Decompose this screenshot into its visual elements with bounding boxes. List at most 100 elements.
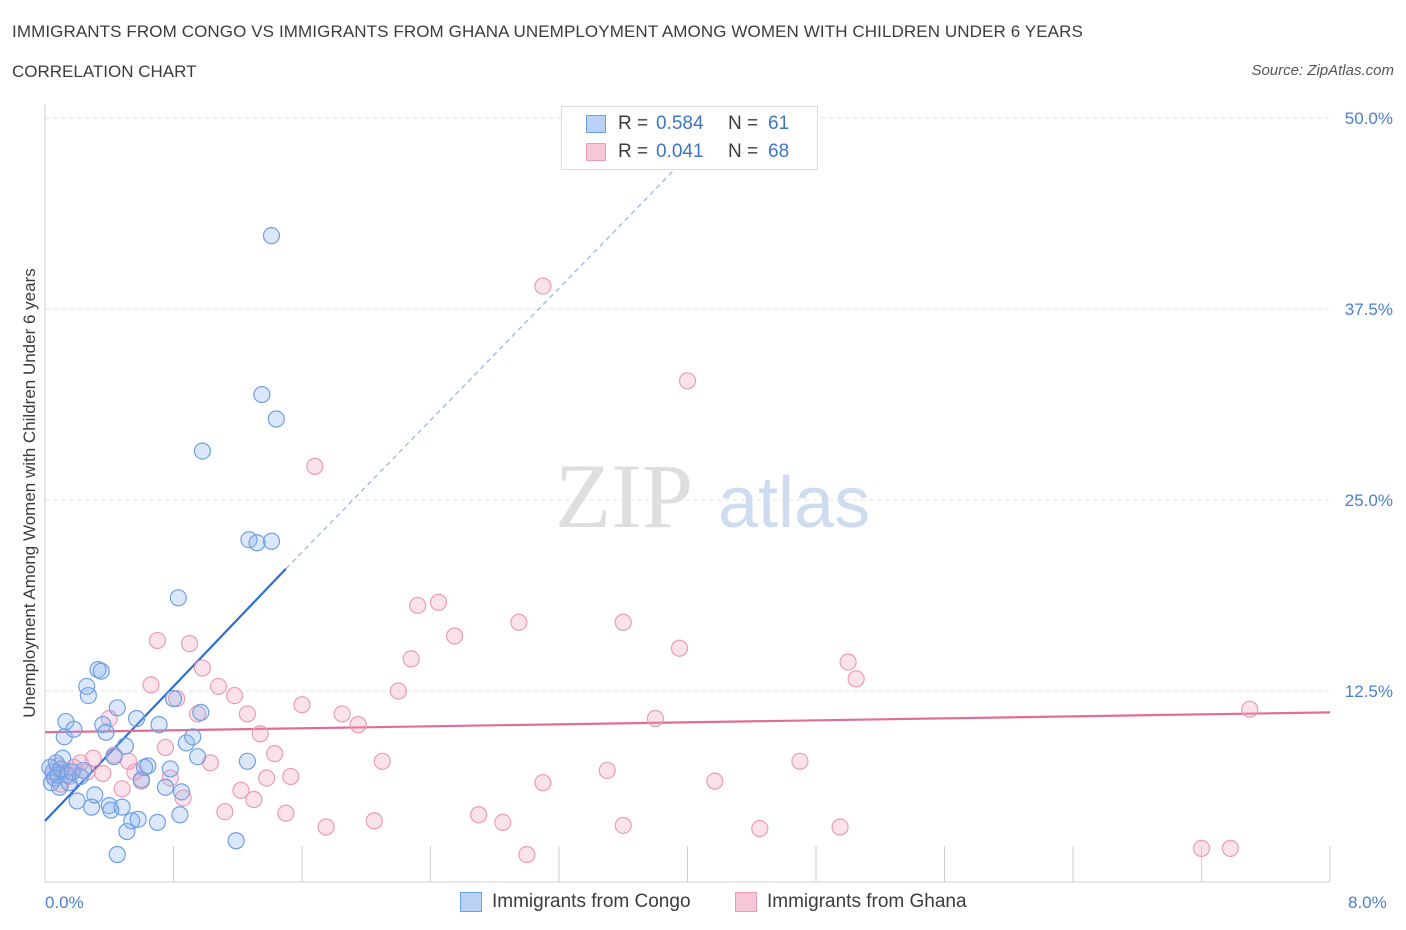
ghana-point bbox=[510, 613, 528, 631]
grid-lines bbox=[45, 117, 1330, 692]
x-ticks bbox=[173, 846, 1331, 882]
congo-point bbox=[97, 723, 115, 741]
congo-point bbox=[116, 737, 134, 755]
congo-point bbox=[169, 589, 187, 607]
ghana-point bbox=[831, 818, 849, 836]
congo-point bbox=[253, 385, 271, 404]
ghana-point bbox=[238, 705, 256, 723]
ghana-point bbox=[142, 676, 160, 694]
ghana-point bbox=[174, 789, 192, 807]
congo-point bbox=[108, 845, 126, 864]
congo-point bbox=[129, 810, 147, 828]
ghana-point bbox=[94, 764, 112, 783]
congo-points bbox=[41, 227, 285, 864]
ghana-point bbox=[180, 635, 199, 653]
congo-point bbox=[113, 798, 131, 816]
r-label: R = bbox=[618, 141, 649, 162]
ghana-point bbox=[317, 818, 335, 836]
source-note: Source: ZipAtlas.com bbox=[1251, 62, 1394, 79]
n-label: N = bbox=[728, 113, 759, 134]
y-tick-label: 25.0% bbox=[1345, 491, 1393, 510]
congo-point bbox=[65, 720, 83, 738]
ghana-point bbox=[670, 639, 689, 657]
ghana-point bbox=[1241, 700, 1259, 718]
ghana-point bbox=[333, 705, 351, 723]
ghana-point bbox=[614, 816, 632, 835]
ghana-point bbox=[373, 752, 391, 770]
ghana-point bbox=[306, 457, 324, 475]
congo-legend-swatch bbox=[460, 892, 482, 912]
ghana-point bbox=[193, 659, 212, 677]
ghana-legend-label: Immigrants from Ghana bbox=[767, 891, 967, 912]
ghana-point bbox=[402, 650, 420, 668]
congo-legend-label: Immigrants from Congo bbox=[492, 891, 691, 912]
congo-point bbox=[105, 748, 123, 766]
ghana-point bbox=[209, 677, 228, 696]
congo-trend-extension bbox=[285, 155, 688, 570]
ghana-point bbox=[1221, 839, 1240, 857]
ghana-point bbox=[1192, 839, 1211, 857]
watermark-zip: ZIP bbox=[555, 445, 693, 547]
ghana-point bbox=[258, 769, 276, 787]
ghana-point bbox=[225, 686, 244, 705]
ghana-point bbox=[429, 593, 448, 611]
ghana-point bbox=[791, 752, 809, 770]
congo-point bbox=[52, 760, 70, 778]
r-value: 0.041 bbox=[656, 141, 704, 162]
y-tick-label: 37.5% bbox=[1345, 300, 1393, 319]
congo-point bbox=[177, 734, 195, 752]
ghana-legend-swatch bbox=[735, 892, 757, 912]
ghana-point bbox=[282, 767, 300, 786]
legend-row-congo: R = 0.584 N = 61 bbox=[586, 111, 789, 137]
congo-point bbox=[102, 801, 120, 819]
congo-point bbox=[192, 703, 210, 721]
ghana-point bbox=[293, 696, 311, 714]
congo-point bbox=[139, 757, 157, 775]
ghana-point bbox=[277, 804, 295, 822]
ghana-point bbox=[445, 627, 464, 645]
correlation-legend: R = 0.584 N = 61 R = 0.041 N = 68 bbox=[561, 106, 818, 170]
chart-title: IMMIGRANTS FROM CONGO VS IMMIGRANTS FROM… bbox=[12, 22, 1083, 41]
n-value: 61 bbox=[768, 113, 790, 134]
congo-point bbox=[171, 806, 189, 824]
congo-point bbox=[238, 752, 256, 770]
congo-swatch bbox=[586, 115, 606, 133]
ghana-point bbox=[251, 725, 269, 743]
n-value: 68 bbox=[768, 141, 790, 162]
y-tick-labels: 12.5% 25.0% 37.5% 50.0% bbox=[1345, 109, 1393, 701]
ghana-points bbox=[44, 277, 1259, 864]
congo-point bbox=[118, 822, 136, 841]
ghana-point bbox=[839, 653, 857, 671]
ghana-point bbox=[534, 277, 552, 295]
n-label: N = bbox=[728, 141, 759, 162]
congo-point bbox=[161, 760, 179, 778]
y-tick-label: 50.0% bbox=[1345, 109, 1393, 128]
congo-point bbox=[50, 778, 69, 796]
ghana-point bbox=[349, 716, 367, 734]
ghana-point bbox=[148, 631, 167, 650]
congo-point bbox=[68, 792, 86, 810]
ghana-point bbox=[232, 781, 250, 799]
ghana-point bbox=[614, 613, 632, 631]
congo-point bbox=[262, 532, 281, 550]
ghana-point bbox=[389, 682, 407, 700]
ghana-point bbox=[470, 806, 488, 824]
legend-row-ghana: R = 0.041 N = 68 bbox=[586, 139, 789, 165]
congo-point bbox=[193, 442, 212, 460]
ghana-trend-line bbox=[44, 711, 1331, 734]
congo-point bbox=[54, 749, 72, 767]
ghana-point bbox=[494, 813, 512, 832]
ghana-swatch bbox=[586, 143, 606, 161]
congo-point bbox=[86, 786, 104, 804]
congo-point bbox=[227, 832, 245, 850]
ghana-point bbox=[751, 819, 769, 838]
congo-point bbox=[172, 783, 191, 801]
x-tick-label-min: 0.0% bbox=[45, 893, 84, 912]
r-label: R = bbox=[618, 113, 649, 134]
r-value: 0.584 bbox=[656, 113, 704, 134]
y-axis-label: Unemployment Among Women with Children U… bbox=[20, 268, 39, 717]
chart-subtitle: CORRELATION CHART bbox=[12, 62, 197, 81]
congo-point bbox=[164, 690, 183, 708]
x-tick-label-max: 8.0% bbox=[1348, 893, 1387, 912]
